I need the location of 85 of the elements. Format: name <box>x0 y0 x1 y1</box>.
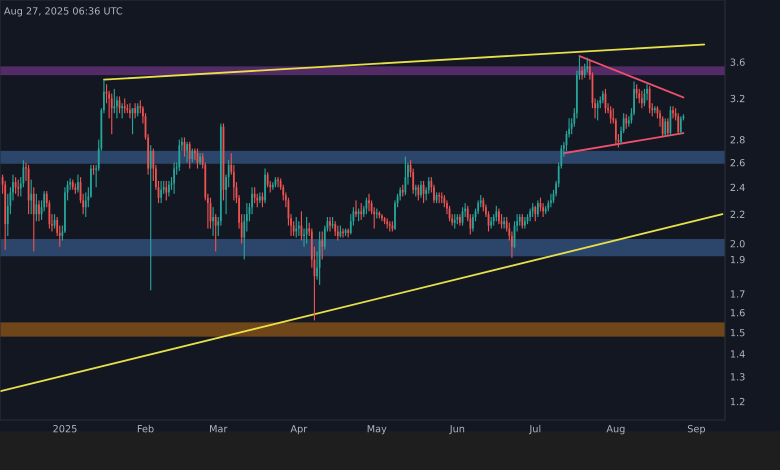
candlestick <box>358 208 360 222</box>
y-tick-label: 2.4 <box>730 184 745 191</box>
candlestick <box>672 106 674 119</box>
candlestick <box>438 192 440 204</box>
candlestick <box>581 66 583 80</box>
x-tick-label: Jul <box>528 424 540 434</box>
candlestick <box>199 152 201 166</box>
candlestick <box>329 216 331 232</box>
y-tick-label: 3.2 <box>730 94 744 102</box>
candlestick <box>306 216 308 244</box>
candlestick <box>602 90 604 104</box>
candlestick <box>14 176 16 194</box>
x-tick-label: Feb <box>138 424 154 432</box>
candlestick <box>420 180 422 198</box>
candlestick <box>35 193 38 222</box>
y-tick-label: 2.8 <box>730 136 745 144</box>
y-tick-label: 1.5 <box>730 329 744 336</box>
candlestick <box>644 88 646 107</box>
candlestick <box>262 192 264 208</box>
candlestick <box>54 214 56 230</box>
candlestick <box>532 202 534 218</box>
candlestick <box>422 180 424 204</box>
y-tick-label: 2.0 <box>730 240 745 248</box>
candlestick <box>355 200 357 218</box>
y-tick-label: 2.6 <box>730 159 745 166</box>
candlestick <box>118 96 120 114</box>
y-tick-label: 3.6 <box>730 58 745 66</box>
candlestick <box>436 192 438 204</box>
candlestick <box>332 216 334 230</box>
candlestick <box>184 136 186 158</box>
x-tick-label: May <box>368 425 387 434</box>
candlestick <box>277 176 279 188</box>
candlestick <box>536 200 539 218</box>
candlestick <box>456 214 458 225</box>
candlestick <box>274 176 276 188</box>
x-tick-label: Apr <box>290 425 308 434</box>
y-tick-label: 2.2 <box>730 210 744 218</box>
candlestick <box>417 184 420 201</box>
candlestick <box>462 206 464 226</box>
x-tick-label: Sep <box>688 425 706 434</box>
candlestick <box>670 106 672 136</box>
x-tick-label: Jun <box>449 425 464 434</box>
candlestick <box>524 216 526 230</box>
candlestick <box>459 214 461 226</box>
candlestick <box>186 141 188 164</box>
candlestick <box>340 225 342 238</box>
candlestick <box>212 206 214 237</box>
candlestick <box>132 108 134 135</box>
y-tick-label: 1.7 <box>730 290 744 298</box>
x-tick-label: Mar <box>210 425 228 432</box>
candlestick <box>168 180 170 197</box>
candlestick <box>640 90 643 109</box>
x-tick-label: Aug <box>606 425 624 434</box>
candlestick <box>92 164 94 176</box>
candlestick <box>365 197 368 215</box>
y-tick-label: 1.2 <box>730 398 744 406</box>
y-tick-label: 1.3 <box>730 373 745 381</box>
candlestick <box>74 182 76 194</box>
candlestick <box>121 102 124 119</box>
candlestick <box>210 197 212 230</box>
candlestick <box>129 102 131 119</box>
y-tick-label: 1.6 <box>730 309 745 316</box>
candlestick <box>196 148 198 170</box>
candlestick <box>648 86 651 114</box>
y-tick-label: 1.9 <box>730 256 745 264</box>
candlestick <box>300 210 302 242</box>
candlestick <box>381 214 383 222</box>
candlestick <box>498 208 500 225</box>
candlestick <box>160 180 162 204</box>
candlestick <box>134 102 136 119</box>
candlestick <box>342 228 344 238</box>
candlestick <box>258 192 261 204</box>
candlestick <box>604 88 606 114</box>
candlestick <box>490 216 492 230</box>
candlestick <box>550 193 552 208</box>
candlestick <box>503 216 506 230</box>
x-tick-label: 2025 <box>53 425 76 432</box>
candlestick <box>77 174 79 194</box>
candlestick <box>368 193 370 212</box>
y-tick-label: 1.4 <box>730 350 745 358</box>
candlestick <box>173 162 176 194</box>
annotation: Aug 27, 2025 06:36 UTC <box>4 7 122 16</box>
candlestick <box>404 156 406 196</box>
candlestick <box>391 220 394 232</box>
candlestick <box>38 200 40 222</box>
